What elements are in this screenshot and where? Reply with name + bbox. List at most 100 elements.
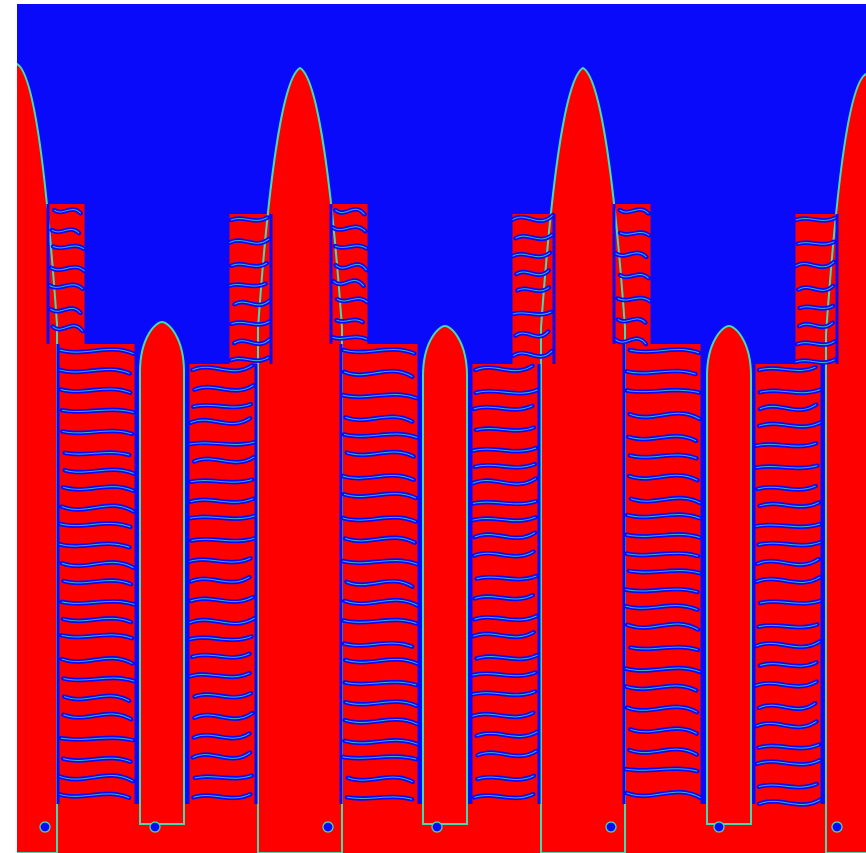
- channel-interface: [347, 776, 413, 783]
- channel-interface: [759, 404, 817, 411]
- channel-interface: [626, 791, 701, 799]
- channel-interface: [758, 421, 821, 428]
- channel-interface: [474, 594, 534, 600]
- channel-interface: [625, 588, 698, 593]
- side-branch-region: [623, 344, 703, 804]
- channel-interface: [515, 270, 550, 276]
- channel-interface: [342, 516, 416, 523]
- channel-interface: [757, 485, 816, 490]
- channel-interface: [626, 706, 698, 713]
- channel-interface: [473, 631, 534, 638]
- liquid-droplet: [605, 821, 617, 833]
- channel-interface: [759, 389, 821, 394]
- channel-interface: [342, 474, 414, 481]
- channel-interface: [344, 370, 413, 378]
- channel-interface: [476, 654, 538, 660]
- channel-interface: [189, 672, 250, 678]
- channel-interface: [62, 617, 132, 623]
- channel-interface: [473, 551, 534, 557]
- channel-interface: [59, 348, 134, 355]
- channel-interface: [797, 241, 835, 245]
- channel-interface: [63, 713, 132, 720]
- channel-interface: [229, 238, 270, 244]
- channel-interface: [63, 677, 135, 682]
- channel-interface: [629, 412, 701, 420]
- channel-interface: [193, 793, 251, 799]
- channel-interface: [476, 731, 538, 737]
- channel-interface: [512, 252, 551, 258]
- secondary-dendrite: [422, 324, 468, 825]
- channel-interface: [336, 298, 368, 303]
- channel-interface: [193, 733, 250, 739]
- channel-interface: [755, 721, 817, 728]
- channel-interface: [61, 657, 133, 664]
- channel-interface: [189, 635, 252, 641]
- channel-interface: [798, 322, 834, 328]
- channel-interface: [628, 474, 698, 481]
- channel-interface: [627, 623, 699, 631]
- liquid-droplets: [39, 821, 843, 833]
- channel-interface: [617, 297, 651, 302]
- channel-interface: [626, 370, 696, 375]
- channel-interface: [795, 261, 835, 268]
- liquid-droplet: [431, 821, 443, 833]
- channel-interface: [758, 541, 822, 546]
- channel-interface: [511, 214, 554, 222]
- liquid-droplet: [322, 821, 334, 833]
- channel-interface: [473, 405, 533, 410]
- liquid-droplet: [713, 821, 725, 833]
- channel-interface: [474, 532, 536, 539]
- channel-interface: [472, 691, 536, 696]
- channel-interface: [192, 653, 250, 658]
- channel-interface: [189, 441, 256, 445]
- channel-interface: [476, 575, 537, 580]
- channel-interface: [477, 750, 537, 757]
- channel-interface: [192, 364, 253, 372]
- channel-interface: [64, 452, 130, 456]
- channel-interface: [346, 451, 414, 457]
- channel-interface: [795, 217, 837, 221]
- channel-interface: [61, 600, 135, 605]
- channel-interface: [794, 359, 835, 363]
- channel-interface: [189, 617, 255, 624]
- channel-interface: [346, 580, 413, 588]
- channel-interface: [515, 234, 553, 240]
- channel-interface: [194, 712, 253, 720]
- channel-interface: [332, 226, 366, 232]
- solid-dendrites: [17, 62, 866, 853]
- channel-interface: [59, 793, 130, 799]
- channel-interface: [471, 671, 536, 677]
- channel-interface: [615, 252, 647, 258]
- side-branch-region: [340, 344, 420, 804]
- channel-interface: [758, 783, 817, 788]
- channel-interface: [51, 229, 80, 234]
- channel-interface: [344, 739, 419, 745]
- channel-interface: [190, 576, 250, 583]
- channel-interface: [334, 245, 367, 249]
- channel-interface: [343, 642, 413, 648]
- channel-interface: [62, 757, 131, 763]
- liquid-droplet: [149, 821, 161, 833]
- channel-interface: [58, 775, 134, 782]
- channel-interface: [625, 768, 698, 772]
- channel-interface: [335, 208, 365, 215]
- side-branch-region: [470, 364, 540, 804]
- channel-interface: [630, 646, 698, 651]
- channel-interface: [230, 356, 269, 362]
- channel-interface: [472, 500, 537, 505]
- channel-interface: [59, 368, 130, 374]
- channel-interface: [333, 280, 365, 287]
- channel-interface: [625, 667, 701, 673]
- channel-interface: [343, 348, 415, 354]
- channel-interface: [474, 793, 534, 799]
- channel-interface: [62, 430, 133, 435]
- channel-interface: [61, 409, 134, 413]
- channel-interface: [61, 505, 134, 512]
- channel-interface: [617, 318, 646, 323]
- channel-interface: [626, 389, 700, 393]
- channel-interface: [758, 744, 820, 749]
- channel-interface: [342, 560, 418, 565]
- channel-interface: [475, 389, 538, 394]
- channel-interface: [625, 605, 698, 611]
- channel-interface: [229, 283, 266, 287]
